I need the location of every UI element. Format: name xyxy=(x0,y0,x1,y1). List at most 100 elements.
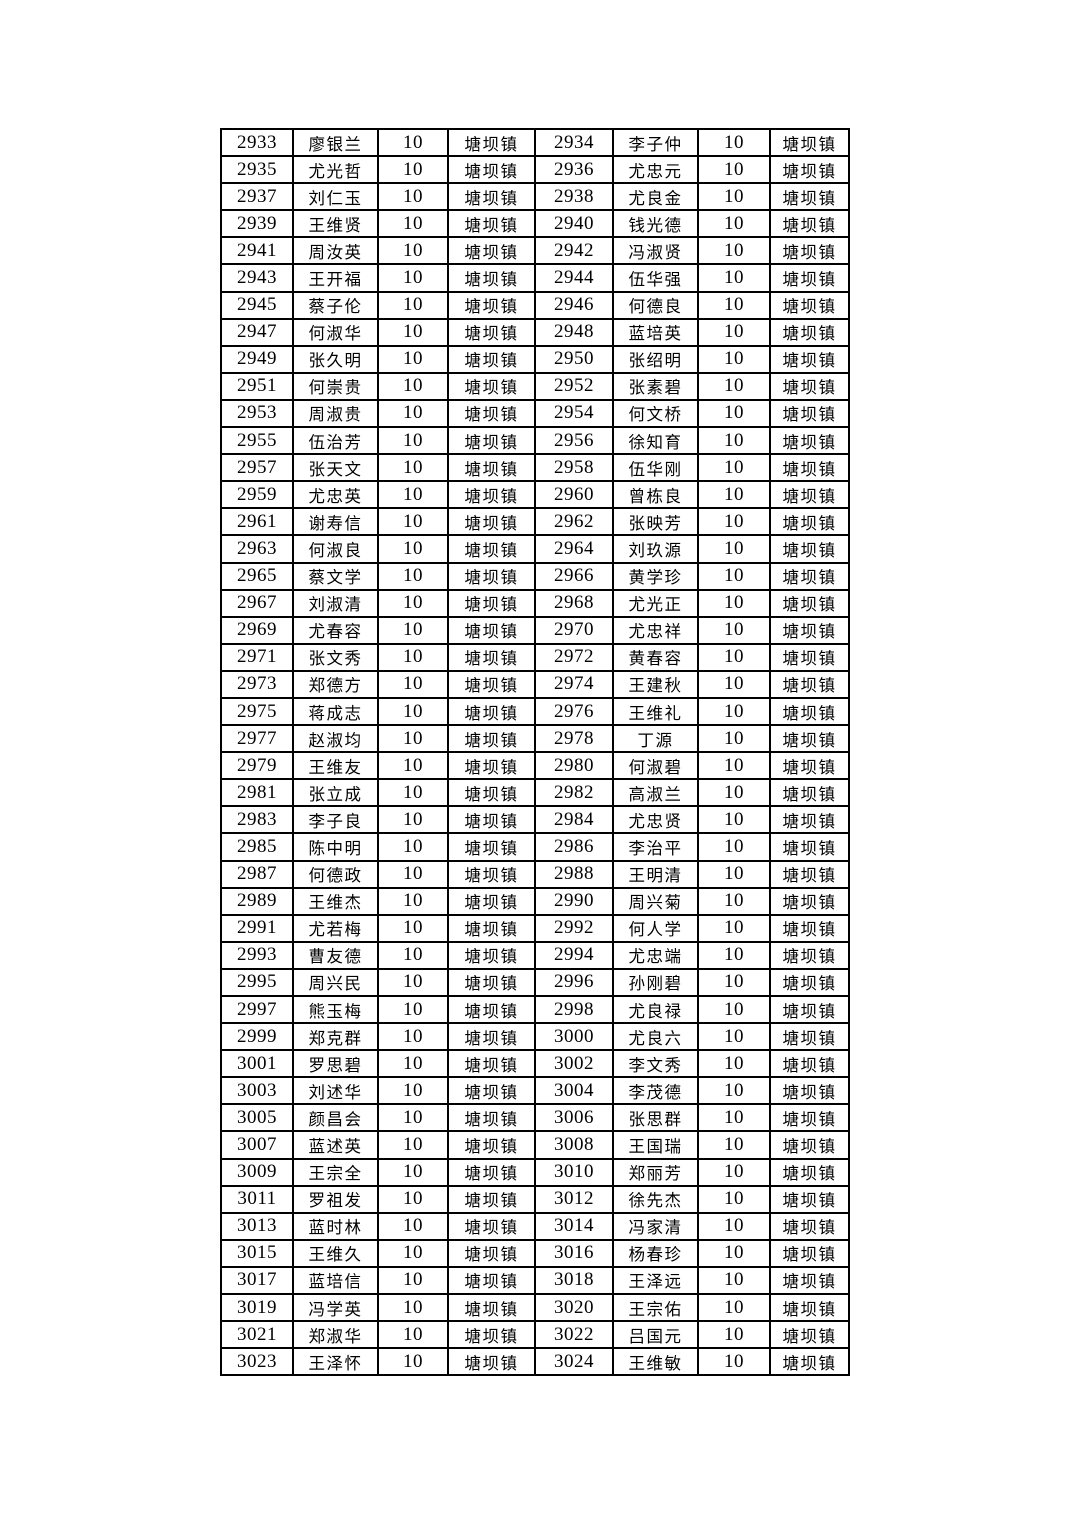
name-cell: 尤春容 xyxy=(292,615,379,645)
score-cell: 10 xyxy=(377,696,449,727)
score-cell: 10 xyxy=(697,1347,771,1377)
serial-cell: 2946 xyxy=(534,290,614,320)
name-cell: 蒋成志 xyxy=(292,696,379,727)
name-cell: 颜昌会 xyxy=(292,1103,379,1133)
name-cell: 张文秀 xyxy=(292,642,379,672)
name-cell: 王国瑞 xyxy=(612,1130,699,1160)
score-cell: 10 xyxy=(377,1049,449,1079)
serial-cell: 2974 xyxy=(534,669,614,699)
town-cell: 塘坝镇 xyxy=(447,886,536,916)
serial-cell: 2994 xyxy=(534,940,614,970)
serial-cell: 2944 xyxy=(534,263,614,293)
name-cell: 尤良六 xyxy=(612,1022,699,1052)
town-cell: 塘坝镇 xyxy=(769,859,850,889)
roster-table-body: 2933 廖银兰 10 塘坝镇 2934 李子仲 10 塘坝镇 2935 尤光哲 10 塘坝镇 2936… xyxy=(220,127,850,1377)
name-cell: 刘述华 xyxy=(292,1076,379,1106)
town-cell: 塘坝镇 xyxy=(447,317,536,347)
score-cell: 10 xyxy=(377,236,449,266)
name-cell: 孙刚碧 xyxy=(612,967,699,998)
table-row: 3001 罗思碧 10 塘坝镇 3002 李文秀 10 塘坝镇 xyxy=(220,1049,850,1079)
table-row: 2945 蔡子伦 10 塘坝镇 2946 何德良 10 塘坝镇 xyxy=(220,290,850,320)
name-cell: 伍华刚 xyxy=(612,453,699,483)
name-cell: 曹友德 xyxy=(292,940,379,970)
town-cell: 塘坝镇 xyxy=(447,1184,536,1214)
table-row: 2939 王维贤 10 塘坝镇 2940 钱光德 10 塘坝镇 xyxy=(220,209,850,239)
town-cell: 塘坝镇 xyxy=(769,751,850,781)
serial-cell: 2956 xyxy=(534,426,614,456)
score-cell: 10 xyxy=(697,1157,771,1187)
table-row: 2979 王维友 10 塘坝镇 2980 何淑碧 10 塘坝镇 xyxy=(220,751,850,781)
serial-cell: 3002 xyxy=(534,1049,614,1079)
name-cell: 张绍明 xyxy=(612,344,699,374)
score-cell: 10 xyxy=(697,1293,771,1323)
serial-cell: 3016 xyxy=(534,1238,614,1268)
town-cell: 塘坝镇 xyxy=(447,696,536,727)
town-cell: 塘坝镇 xyxy=(447,1076,536,1106)
town-cell: 塘坝镇 xyxy=(769,453,850,483)
serial-cell: 2955 xyxy=(220,426,294,456)
table-row: 3011 罗祖发 10 塘坝镇 3012 徐先杰 10 塘坝镇 xyxy=(220,1184,850,1214)
score-cell: 10 xyxy=(377,290,449,320)
serial-cell: 2990 xyxy=(534,886,614,916)
name-cell: 廖银兰 xyxy=(292,127,379,158)
name-cell: 徐先杰 xyxy=(612,1184,699,1214)
town-cell: 塘坝镇 xyxy=(769,127,850,158)
table-row: 2967 刘淑清 10 塘坝镇 2968 尤光正 10 塘坝镇 xyxy=(220,588,850,618)
name-cell: 何德良 xyxy=(612,290,699,320)
serial-cell: 2970 xyxy=(534,615,614,645)
table-row: 2973 郑德方 10 塘坝镇 2974 王建秋 10 塘坝镇 xyxy=(220,669,850,699)
table-row: 2995 周兴民 10 塘坝镇 2996 孙刚碧 10 塘坝镇 xyxy=(220,967,850,998)
table-row: 2969 尤春容 10 塘坝镇 2970 尤忠祥 10 塘坝镇 xyxy=(220,615,850,645)
name-cell: 尤若梅 xyxy=(292,913,379,943)
serial-cell: 2991 xyxy=(220,913,294,943)
town-cell: 塘坝镇 xyxy=(447,1265,536,1296)
serial-cell: 2939 xyxy=(220,209,294,239)
table-row: 3013 蓝时林 10 塘坝镇 3014 冯家清 10 塘坝镇 xyxy=(220,1211,850,1241)
name-cell: 张素碧 xyxy=(612,371,699,401)
town-cell: 塘坝镇 xyxy=(769,263,850,293)
name-cell: 王明清 xyxy=(612,859,699,889)
name-cell: 冯学英 xyxy=(292,1293,379,1323)
serial-cell: 3018 xyxy=(534,1265,614,1296)
score-cell: 10 xyxy=(697,940,771,970)
serial-cell: 2982 xyxy=(534,778,614,808)
table-row: 2975 蒋成志 10 塘坝镇 2976 王维礼 10 塘坝镇 xyxy=(220,696,850,727)
town-cell: 塘坝镇 xyxy=(769,832,850,862)
table-row: 2947 何淑华 10 塘坝镇 2948 蓝培英 10 塘坝镇 xyxy=(220,317,850,347)
serial-cell: 2992 xyxy=(534,913,614,943)
town-cell: 塘坝镇 xyxy=(447,859,536,889)
name-cell: 李子仲 xyxy=(612,127,699,158)
serial-cell: 2958 xyxy=(534,453,614,483)
table-row: 2961 谢寿信 10 塘坝镇 2962 张映芳 10 塘坝镇 xyxy=(220,507,850,537)
score-cell: 10 xyxy=(697,1320,771,1350)
name-cell: 黄学珍 xyxy=(612,561,699,591)
town-cell: 塘坝镇 xyxy=(447,1049,536,1079)
score-cell: 10 xyxy=(697,317,771,347)
serial-cell: 2978 xyxy=(534,724,614,754)
town-cell: 塘坝镇 xyxy=(447,588,536,618)
town-cell: 塘坝镇 xyxy=(447,371,536,401)
town-cell: 塘坝镇 xyxy=(447,1157,536,1187)
serial-cell: 3005 xyxy=(220,1103,294,1133)
town-cell: 塘坝镇 xyxy=(769,778,850,808)
town-cell: 塘坝镇 xyxy=(769,236,850,266)
town-cell: 塘坝镇 xyxy=(447,669,536,699)
serial-cell: 2977 xyxy=(220,724,294,754)
town-cell: 塘坝镇 xyxy=(447,155,536,185)
town-cell: 塘坝镇 xyxy=(769,1130,850,1160)
score-cell: 10 xyxy=(377,886,449,916)
name-cell: 吕国元 xyxy=(612,1320,699,1350)
score-cell: 10 xyxy=(377,453,449,483)
score-cell: 10 xyxy=(697,696,771,727)
serial-cell: 2987 xyxy=(220,859,294,889)
town-cell: 塘坝镇 xyxy=(447,940,536,970)
serial-cell: 2993 xyxy=(220,940,294,970)
town-cell: 塘坝镇 xyxy=(447,994,536,1025)
name-cell: 何德政 xyxy=(292,859,379,889)
table-row: 2989 王维杰 10 塘坝镇 2990 周兴菊 10 塘坝镇 xyxy=(220,886,850,916)
serial-cell: 2947 xyxy=(220,317,294,347)
serial-cell: 3014 xyxy=(534,1211,614,1241)
name-cell: 王维友 xyxy=(292,751,379,781)
serial-cell: 2988 xyxy=(534,859,614,889)
town-cell: 塘坝镇 xyxy=(769,290,850,320)
